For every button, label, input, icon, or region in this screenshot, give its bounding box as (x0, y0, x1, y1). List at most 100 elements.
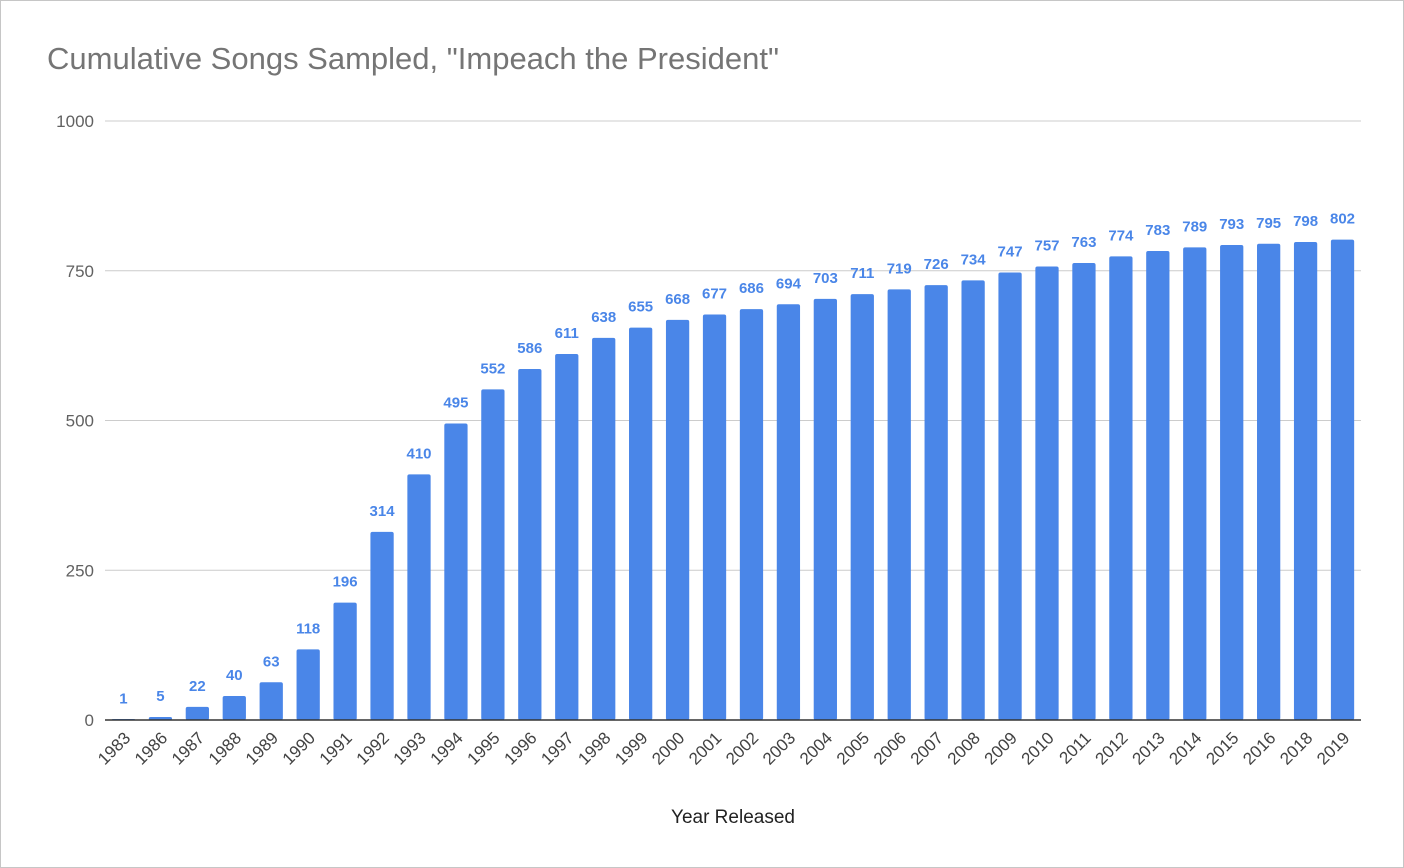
bar (1257, 243, 1281, 721)
data-label: 793 (1219, 216, 1244, 233)
bar (407, 474, 431, 720)
x-tick-label: 2008 (944, 728, 984, 768)
data-label: 63 (263, 653, 280, 670)
data-label: 677 (702, 285, 727, 302)
bar (444, 423, 468, 720)
bar (1293, 241, 1318, 721)
bar (1183, 247, 1207, 721)
x-tick-label: 1992 (353, 728, 393, 768)
y-tick-label: 500 (66, 412, 94, 431)
x-tick-label: 2019 (1313, 728, 1353, 768)
x-tick-label: 2014 (1165, 728, 1205, 768)
x-tick-label: 2018 (1276, 728, 1316, 768)
data-label: 774 (1108, 227, 1134, 244)
data-label: 795 (1256, 215, 1281, 232)
data-label: 703 (813, 270, 838, 287)
data-label: 711 (850, 265, 874, 282)
x-tick-label: 1997 (537, 728, 577, 768)
x-tick-label: 2009 (981, 728, 1021, 768)
data-label: 611 (555, 325, 579, 342)
bar (998, 272, 1022, 720)
data-label: 757 (1034, 238, 1059, 255)
data-label: 798 (1293, 213, 1318, 230)
x-tick-label: 1989 (242, 728, 282, 768)
data-label: 314 (370, 503, 396, 520)
x-tick-label: 1983 (94, 728, 134, 768)
data-label: 196 (333, 574, 358, 591)
bar (592, 337, 616, 720)
bar (776, 304, 801, 720)
x-tick-label: 2006 (870, 728, 910, 768)
data-label: 783 (1145, 222, 1170, 239)
x-axis-title: Year Released (671, 807, 795, 828)
data-label: 747 (998, 244, 1023, 261)
x-tick-label: 2005 (833, 728, 873, 768)
y-tick-label: 750 (66, 262, 94, 281)
chart-title: Cumulative Songs Sampled, "Impeach the P… (47, 41, 779, 76)
x-tick-label: 2000 (648, 728, 688, 768)
data-label: 1 (119, 690, 127, 707)
data-label: 22 (189, 678, 206, 695)
x-tick-label: 2001 (685, 728, 725, 768)
data-label: 655 (628, 299, 653, 316)
data-label: 5 (156, 688, 164, 705)
x-tick-label: 1993 (390, 728, 430, 768)
y-tick-label: 0 (85, 711, 94, 730)
x-tick-label: 1995 (464, 728, 504, 768)
x-tick-label: 1994 (427, 728, 467, 768)
bar (629, 327, 653, 720)
x-tick-label: 2012 (1092, 728, 1132, 768)
x-tick-label: 1991 (316, 728, 356, 768)
bar (370, 531, 394, 720)
data-label: 694 (776, 275, 802, 292)
x-tick-label: 1986 (131, 728, 171, 768)
bar (1330, 239, 1355, 721)
bar (813, 298, 837, 720)
x-tick-label: 2007 (907, 728, 947, 768)
data-label: 118 (296, 620, 320, 637)
x-tick-label: 2004 (796, 728, 836, 768)
bar (961, 280, 985, 720)
data-label: 726 (924, 256, 949, 273)
data-label: 586 (517, 340, 542, 357)
data-label: 719 (887, 260, 912, 277)
data-label: 668 (665, 291, 690, 308)
x-tick-label: 1998 (574, 728, 614, 768)
x-tick-label: 1990 (279, 728, 319, 768)
data-label: 734 (961, 251, 987, 268)
bar (555, 354, 579, 720)
x-tick-label: 2003 (759, 728, 799, 768)
data-label: 763 (1071, 234, 1096, 251)
x-tick-label: 2010 (1018, 728, 1058, 768)
bar (1146, 250, 1170, 720)
data-label: 802 (1330, 211, 1355, 228)
x-tick-label: 2015 (1202, 728, 1242, 768)
bar (296, 649, 320, 720)
bar (1220, 244, 1244, 721)
bar (887, 289, 911, 720)
y-tick-label: 250 (66, 561, 94, 580)
bar (185, 706, 209, 720)
x-tick-label: 2011 (1055, 728, 1094, 767)
data-label: 40 (226, 667, 243, 684)
x-tick-label: 1988 (205, 728, 245, 768)
data-label: 552 (480, 360, 505, 377)
x-tick-label: 2016 (1239, 728, 1279, 768)
bar (1035, 266, 1059, 720)
bar (665, 319, 690, 720)
bar (1109, 256, 1133, 720)
x-tick-label: 2002 (722, 728, 762, 768)
data-label: 638 (591, 309, 616, 326)
data-label: 495 (443, 394, 468, 411)
bar (222, 696, 246, 720)
data-label: 410 (406, 445, 431, 462)
bar (850, 294, 874, 720)
bar (333, 602, 357, 720)
bar (1072, 262, 1096, 720)
bar (259, 682, 283, 720)
bar (481, 389, 505, 720)
bar (739, 309, 764, 720)
data-label: 789 (1182, 218, 1207, 235)
